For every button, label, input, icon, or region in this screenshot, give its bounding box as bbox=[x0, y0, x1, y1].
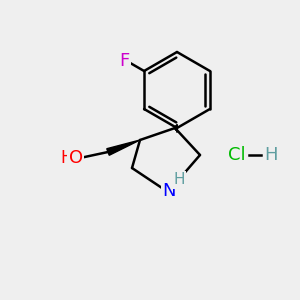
Text: H: H bbox=[264, 146, 278, 164]
Text: H: H bbox=[173, 172, 185, 188]
Text: Cl: Cl bbox=[228, 146, 246, 164]
Text: N: N bbox=[162, 182, 176, 200]
Text: O: O bbox=[69, 149, 83, 167]
Polygon shape bbox=[107, 140, 140, 155]
Text: H: H bbox=[61, 149, 73, 167]
Text: F: F bbox=[120, 52, 130, 70]
